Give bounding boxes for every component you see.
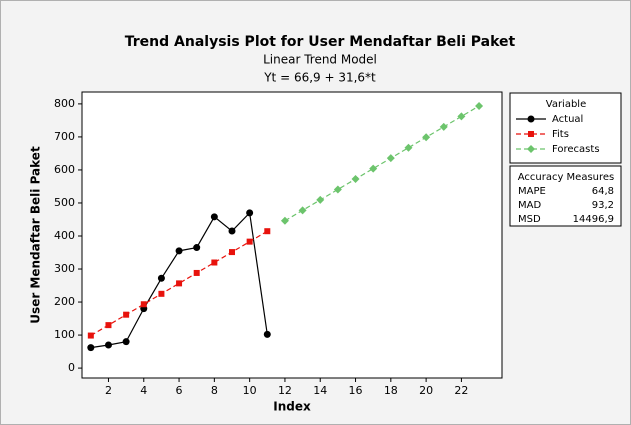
y-tick-label: 100	[54, 328, 75, 341]
point	[264, 228, 271, 235]
point	[422, 133, 431, 142]
point	[193, 269, 200, 276]
x-tick-label: 16	[349, 384, 363, 397]
point	[246, 209, 254, 217]
x-tick-label: 4	[140, 384, 147, 397]
point	[457, 112, 466, 121]
x-tick-label: 20	[419, 384, 433, 397]
series-line	[90, 230, 268, 337]
point	[263, 330, 271, 338]
accuracy-box	[509, 165, 622, 227]
x-tick-label: 22	[454, 384, 468, 397]
x-tick-label: 6	[176, 384, 183, 397]
legend-label: Forecasts	[552, 144, 600, 155]
chart-title: Trend Analysis Plot for User Mendaftar B…	[125, 34, 516, 50]
subtitle: Linear Trend Model	[263, 53, 377, 67]
legend-label: Fits	[552, 129, 569, 140]
point	[123, 311, 130, 318]
legend-box	[509, 92, 622, 164]
y-tick-label: 500	[54, 196, 75, 209]
point	[105, 322, 112, 329]
point	[228, 227, 236, 235]
x-tick-label: 18	[384, 384, 398, 397]
point	[193, 244, 201, 252]
x-tick-label: 2	[105, 384, 112, 397]
x-tick-label: 8	[211, 384, 218, 397]
point	[351, 175, 360, 184]
point	[316, 195, 325, 204]
subtitle: Yt = 66,9 + 31,6*t	[263, 71, 376, 85]
point	[210, 213, 218, 221]
y-axis-label: User Mendaftar Beli Paket	[29, 146, 43, 324]
point	[333, 185, 342, 194]
accuracy-value: 14496,9	[573, 214, 614, 225]
point	[104, 341, 112, 349]
point	[87, 332, 94, 339]
point	[404, 143, 413, 152]
accuracy-name: MSD	[518, 214, 541, 225]
accuracy-name: MAD	[518, 200, 541, 211]
point	[439, 122, 448, 131]
legend-title: Variable	[546, 99, 587, 110]
y-tick-label: 700	[54, 130, 75, 143]
accuracy-value: 64,8	[592, 186, 614, 197]
legend-marker	[527, 115, 535, 123]
y-tick-label: 200	[54, 295, 75, 308]
point	[176, 280, 183, 287]
point	[158, 290, 165, 297]
y-tick-label: 0	[68, 361, 75, 374]
point	[87, 344, 95, 352]
point	[140, 301, 147, 308]
point	[386, 154, 395, 163]
accuracy-title: Accuracy Measures	[518, 172, 615, 183]
x-tick-label: 12	[278, 384, 292, 397]
series-line	[284, 105, 480, 222]
x-tick-label: 14	[313, 384, 327, 397]
point	[211, 259, 218, 266]
x-axis-label: Index	[273, 400, 311, 414]
legend-marker	[528, 131, 534, 137]
x-tick-label: 10	[243, 384, 257, 397]
y-tick-label: 300	[54, 262, 75, 275]
point	[229, 249, 235, 256]
y-tick-label: 800	[54, 97, 75, 110]
point	[298, 206, 307, 215]
accuracy-name: MAPE	[518, 186, 546, 197]
point	[475, 101, 484, 110]
y-tick-label: 400	[54, 229, 75, 242]
legend-marker	[527, 145, 535, 153]
plot-area	[81, 91, 503, 379]
point	[369, 164, 378, 173]
point	[246, 238, 253, 245]
point	[280, 216, 289, 225]
accuracy-value: 93,2	[592, 200, 614, 211]
legend-label: Actual	[552, 114, 583, 125]
point	[122, 338, 130, 346]
y-tick-label: 600	[54, 163, 75, 176]
point	[175, 247, 183, 255]
point	[157, 274, 165, 282]
